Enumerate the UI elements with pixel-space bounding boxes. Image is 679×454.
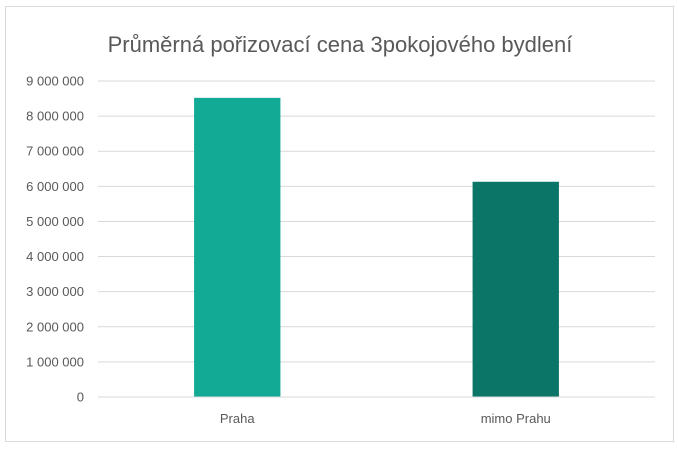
y-tick-label: 3 000 000	[26, 284, 84, 299]
y-tick-label: 0	[77, 390, 84, 405]
y-tick-label: 2 000 000	[26, 319, 84, 334]
chart-area	[5, 6, 674, 442]
y-tick-label: 7 000 000	[26, 144, 84, 159]
y-tick-label: 9 000 000	[26, 74, 84, 89]
y-axis-tick-labels: 0 1 000 000 2 000 000 3 000 000 4 000 000 5 0…	[26, 74, 84, 405]
y-tick-label: 4 000 000	[26, 249, 84, 264]
y-tick-label: 6 000 000	[26, 179, 84, 194]
x-category-label: mimo Prahu	[481, 411, 551, 426]
y-tick-label: 8 000 000	[26, 109, 84, 124]
x-axis-category-labels: Praha mimo Prahu	[220, 411, 551, 426]
bars	[194, 97, 559, 397]
gridlines	[98, 80, 655, 363]
x-category-label: Praha	[220, 411, 255, 426]
chart-title: Průměrná pořizovací cena 3pokojového byd…	[108, 32, 573, 57]
bar-mimo-prahu	[472, 181, 559, 397]
y-tick-label: 1 000 000	[26, 354, 84, 369]
y-tick-label: 5 000 000	[26, 214, 84, 229]
bar-praha	[194, 97, 281, 397]
